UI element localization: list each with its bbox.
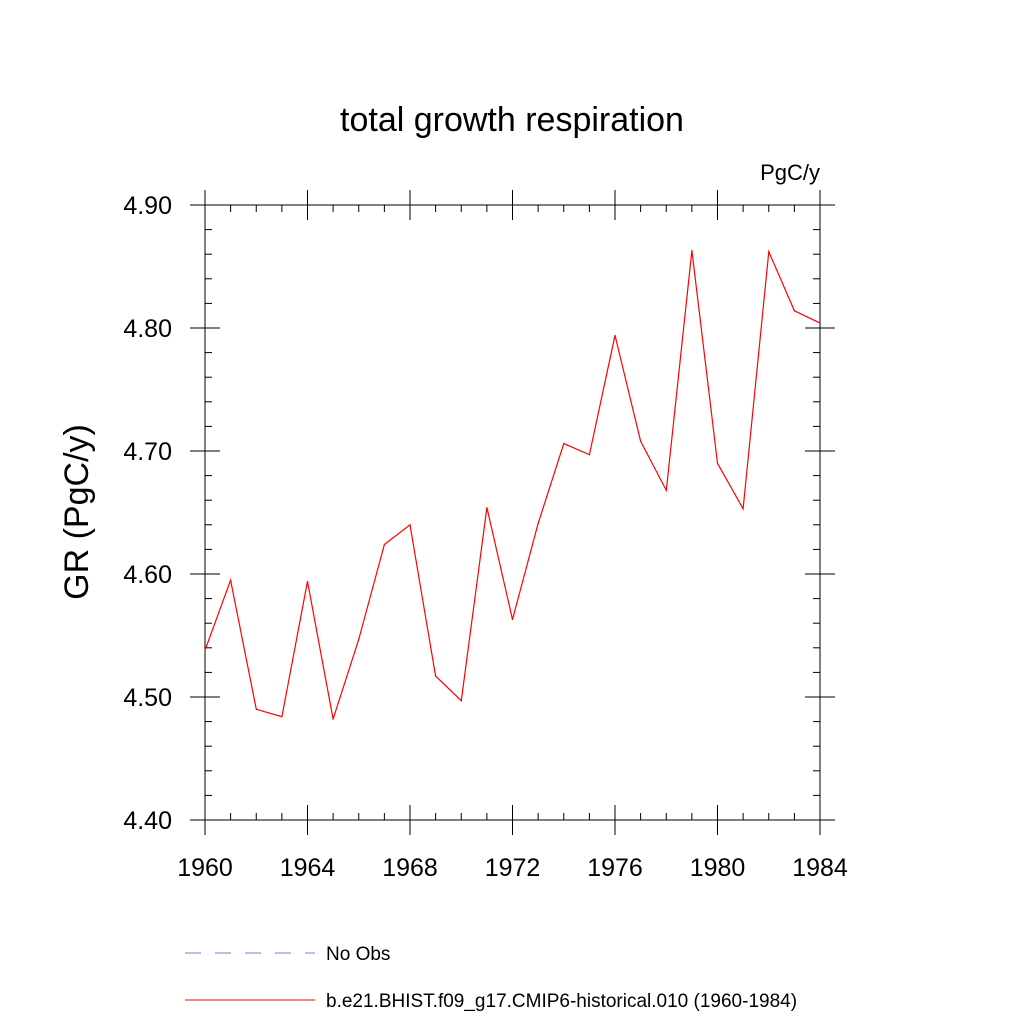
data-point	[281, 716, 283, 718]
data-point	[358, 638, 360, 640]
data-point	[793, 310, 795, 312]
y-tick-label: 4.50	[123, 684, 172, 712]
data-point	[255, 708, 257, 710]
y-tick-label: 4.70	[123, 438, 172, 466]
data-point	[819, 322, 821, 324]
units-label: PgC/y	[760, 160, 820, 185]
y-tick-label: 4.40	[123, 807, 172, 835]
x-tick-label: 1960	[177, 854, 233, 882]
series-line	[204, 249, 821, 720]
x-tick-label: 1976	[587, 854, 643, 882]
data-point	[563, 443, 565, 445]
data-point	[665, 489, 667, 491]
series-layer	[204, 249, 821, 720]
data-point	[409, 524, 411, 526]
legend-label: b.e21.BHIST.f09_g17.CMIP6-historical.010…	[326, 991, 797, 1012]
x-tick-label: 1964	[280, 854, 336, 882]
data-point	[614, 334, 616, 336]
data-point	[768, 251, 770, 253]
y-tick-label: 4.90	[123, 192, 172, 220]
y-tick-label: 4.60	[123, 561, 172, 589]
chart-title: total growth respiration	[340, 101, 684, 139]
y-tick-label: 4.80	[123, 315, 172, 343]
ticks-layer: 1960 1964 1968 1972 1976 1980 1984 4.40 4.50 4.60…	[123, 190, 848, 882]
legend: No Obs b.e21.BHIST.f09_g17.CMIP6-historic…	[185, 944, 797, 1012]
data-point	[742, 508, 744, 510]
data-point	[511, 618, 514, 621]
x-tick-label: 1980	[690, 854, 746, 882]
data-point	[306, 580, 309, 582]
x-tick-label: 1984	[792, 854, 848, 882]
x-tick-label: 1972	[485, 854, 541, 882]
data-point	[486, 506, 488, 509]
plot-frame	[204, 204, 821, 821]
data-point	[230, 579, 232, 581]
data-point	[383, 543, 385, 546]
data-point	[332, 718, 334, 720]
legend-label: No Obs	[326, 944, 390, 965]
data-point	[435, 675, 437, 677]
data-point	[691, 249, 693, 252]
x-tick-label: 1968	[382, 854, 438, 882]
y-axis-label: GR (PgC/y)	[58, 424, 96, 600]
data-point	[537, 522, 539, 525]
data-point	[716, 462, 719, 464]
data-point	[588, 454, 590, 456]
data-point	[204, 649, 206, 651]
data-point	[640, 440, 642, 442]
data-point	[460, 700, 462, 702]
